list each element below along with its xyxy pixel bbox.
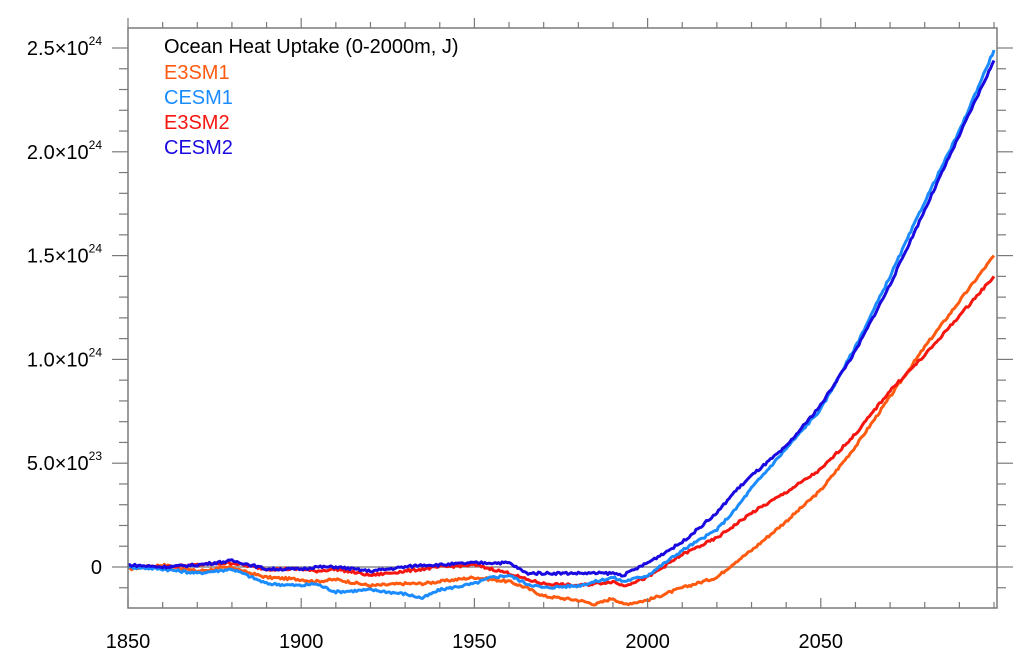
- x-tick-label: 1950: [452, 631, 497, 653]
- series-line-e3sm1: [127, 254, 996, 607]
- y-tick-label: 1.5×1024: [27, 242, 102, 268]
- series-group: [126, 49, 996, 607]
- x-tick-label: 2000: [625, 631, 670, 653]
- legend: Ocean Heat Uptake (0-2000m, J) E3SM1 CES…: [164, 36, 459, 159]
- legend-entry-e3sm2: E3SM2: [164, 112, 230, 134]
- y-tick-labels: 0 5.0×1023 1.0×1024 1.5×1024 2.0×1024 2.5×102…: [27, 34, 102, 579]
- legend-entry-cesm1: CESM1: [164, 87, 233, 109]
- y-tick-label: 0: [91, 557, 102, 579]
- y-tick-label: 2.0×1024: [27, 138, 102, 164]
- series-line-cesm1: [126, 49, 996, 600]
- x-tick-label: 1850: [106, 631, 151, 653]
- y-tick-label: 2.5×1024: [27, 34, 102, 60]
- axes-group: [112, 18, 1013, 609]
- y-tick-label: 5.0×1023: [27, 449, 102, 475]
- legend-entry-e3sm1: E3SM1: [164, 62, 230, 84]
- x-tick-label: 2050: [799, 631, 844, 653]
- legend-entry-cesm2: CESM2: [164, 137, 233, 159]
- x-tick-label: 1900: [279, 631, 324, 653]
- y-tick-label: 1.0×1024: [27, 345, 102, 371]
- x-tick-labels: 1850 1900 1950 2000 2050: [106, 631, 843, 653]
- series-line-cesm2: [127, 59, 996, 578]
- chart-title: Ocean Heat Uptake (0-2000m, J): [164, 36, 459, 58]
